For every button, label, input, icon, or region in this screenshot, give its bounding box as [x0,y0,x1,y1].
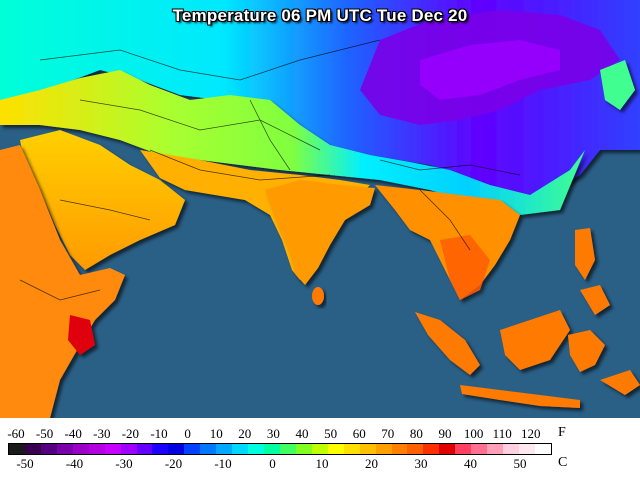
celsius-tick: -30 [115,456,133,471]
land-africa [0,145,125,418]
color-swatch [88,444,105,454]
fahrenheit-tick: -20 [121,426,140,441]
color-swatch [327,444,344,454]
fahrenheit-tick: 60 [352,426,366,441]
country-borders [19,39,521,301]
color-swatch [104,444,121,454]
celsius-tick: 0 [269,456,276,471]
color-swatch [120,444,137,454]
fahrenheit-tick: 120 [521,426,541,441]
fahrenheit-tick: -50 [35,426,54,441]
color-swatch [295,444,312,454]
fahrenheit-tick: 30 [266,426,280,441]
land-mid [0,70,585,215]
celsius-tick: 20 [365,456,378,471]
fahrenheit-tick: 80 [409,426,423,441]
color-swatch [311,444,328,454]
fahrenheit-tick: -30 [93,426,111,441]
celsius-tick: -50 [16,456,34,471]
temperature-map: Temperature 06 PM UTC Tue Dec 20 [0,0,640,418]
color-swatch [264,444,280,454]
color-swatch [375,444,392,454]
color-swatch [455,444,472,454]
land-arabia [20,130,185,270]
color-swatch [152,444,169,454]
fahrenheit-tick: 50 [324,426,338,441]
fahrenheit-tick: 90 [438,426,452,441]
color-swatch [40,444,57,454]
fahrenheit-tick: 40 [295,426,309,441]
fahrenheit-tick: 0 [184,426,191,441]
color-swatch [343,444,360,454]
land-india [265,180,375,285]
color-swatch [24,444,41,454]
celsius-tick: -20 [164,456,183,471]
land-islands-east [600,60,635,110]
map-title: Temperature 06 PM UTC Tue Dec 20 [172,6,468,25]
color-swatch [487,444,504,454]
fahrenheit-tick: 10 [209,426,223,441]
fahrenheit-unit: F [558,425,566,440]
color-swatch [184,444,201,454]
celsius-unit: C [558,455,568,470]
fahrenheit-tick: 20 [238,426,252,441]
color-swatch [232,444,249,454]
color-swatch [439,444,456,454]
celsius-tick: 50 [513,456,527,471]
celsius-tick: -40 [65,456,84,471]
color-swatch [279,444,296,454]
color-swatch [248,444,264,454]
color-swatch [9,444,25,454]
celsius-tick: 30 [414,456,428,471]
fahrenheit-tick: 110 [492,426,512,441]
color-swatch [391,444,408,454]
color-swatch [503,444,519,454]
color-swatch [359,444,376,454]
fahrenheit-tick: 70 [381,426,395,441]
color-swatch [407,444,424,454]
color-swatch [216,444,233,454]
color-swatch [534,444,551,454]
color-swatch [471,444,488,454]
celsius-tick: -10 [214,456,232,471]
map-canvas [0,0,640,418]
land-seasia [375,185,520,300]
temperature-legend: -60 -50 -40 -30 -20 -10 0 10 20 30 40 50 60 70 80 90 100… [0,418,640,480]
color-swatch [423,444,440,454]
color-swatch [56,444,73,454]
fahrenheit-tick: 100 [463,426,484,441]
color-scale-bar [8,443,552,455]
fahrenheit-tick: -40 [64,426,82,441]
fahrenheit-tick: -10 [150,426,168,441]
color-swatch [168,444,185,454]
color-swatch [519,444,535,454]
land-srilanka [312,287,324,305]
color-swatch [72,444,89,454]
cold-core [360,10,620,125]
color-swatch [200,444,217,454]
celsius-tick: 10 [315,456,329,471]
celsius-tick: 40 [464,456,477,471]
color-swatch [136,444,153,454]
land-indonesia [415,228,640,408]
fahrenheit-tick: -60 [7,426,25,441]
